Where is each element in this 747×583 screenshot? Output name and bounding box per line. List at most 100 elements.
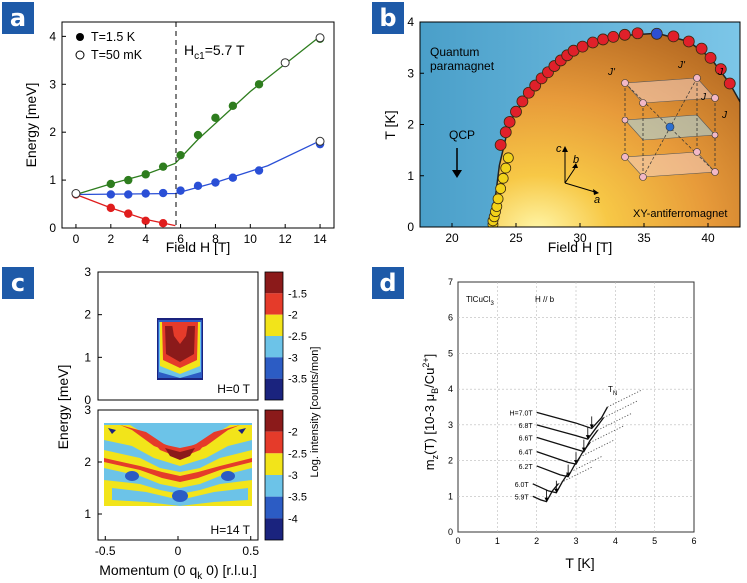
- curve-dotted: [579, 439, 615, 458]
- data-point: [228, 173, 238, 182]
- x-tick-label: 12: [278, 232, 292, 246]
- colorbar-tick-label: -2: [288, 427, 298, 439]
- curve-dotted: [567, 455, 603, 474]
- tn-label: TN: [608, 385, 617, 397]
- data-point: [500, 162, 512, 174]
- x-tick-label: 10: [244, 232, 258, 246]
- panel-a: a T=1.5 K T=50 mK Hc1=5.7 T 0 2 4 6 8 10 12 14 0…: [0, 0, 370, 262]
- y-tick-label: 1: [448, 491, 453, 501]
- legend-marker-filled: [76, 33, 84, 41]
- panel-label-d: d: [372, 267, 404, 299]
- panel-label-b: b: [372, 2, 404, 34]
- x-axis-label: T [K]: [565, 555, 594, 571]
- colorbar-swatch: [265, 475, 283, 497]
- y-tick-label: 2: [49, 125, 56, 139]
- data-point: [176, 150, 185, 160]
- colorbar-frame: [264, 271, 284, 401]
- y-tick-label: 0: [407, 220, 414, 234]
- y-tick-label-bottom: 1: [84, 507, 91, 521]
- curve-line: [536, 417, 605, 440]
- data-point: [228, 101, 238, 111]
- x-tick-label: 30: [573, 231, 587, 245]
- x-tick-label: 8: [212, 232, 219, 246]
- y-tick-label-top: 1: [84, 350, 91, 364]
- data-point: [176, 186, 185, 195]
- axis-c-label: c: [556, 143, 562, 155]
- y-axis-label: mz(T) [10-3 μB/Cu2+]: [421, 354, 440, 470]
- data-point: [106, 190, 116, 199]
- colorbar-tick-label: -3: [288, 352, 298, 364]
- header-right: H // b: [535, 295, 555, 304]
- curve-label: 6.6T: [519, 435, 534, 442]
- data-point: [315, 136, 325, 146]
- colorbar-swatch: [265, 378, 283, 400]
- y-tick-label: 5: [448, 348, 453, 358]
- y-tick-label: 0: [49, 221, 56, 235]
- legend-marker-open: [75, 50, 85, 60]
- data-point: [650, 27, 663, 40]
- colorbar-tick-label: -3.5: [288, 374, 307, 386]
- tn-arrow-head: [589, 424, 594, 429]
- panel-c: c H=0 T: [0, 262, 370, 583]
- lattice-label-jp1: J': [607, 67, 616, 78]
- data-point: [141, 170, 150, 179]
- curve-dotted: [603, 400, 639, 419]
- curve-label: H=7.0T: [510, 410, 534, 417]
- data-point: [141, 189, 150, 198]
- y-tick-label: 1: [49, 173, 56, 187]
- x-tick-label: 6: [691, 536, 696, 546]
- data-point: [211, 113, 220, 123]
- x-tick-label: 4: [142, 232, 149, 246]
- data-point: [158, 162, 168, 171]
- y-axis-label: T [K]: [382, 110, 398, 139]
- curve-line: [536, 406, 609, 430]
- lattice-illustration: [621, 74, 719, 181]
- y-tick-label: 2: [448, 456, 453, 466]
- x-tick-label: 2: [107, 232, 114, 246]
- x-tick-label: 5: [652, 536, 657, 546]
- lattice-label-j1: J: [717, 67, 724, 78]
- colorbar-tick-label: -3: [288, 470, 298, 482]
- curve-dotted: [607, 389, 643, 408]
- header-left: TlCuCl3: [466, 295, 494, 307]
- data-point: [618, 28, 631, 41]
- curve-line: [536, 456, 581, 478]
- x-tick-label: 4: [613, 536, 618, 546]
- data-point: [158, 219, 168, 228]
- x-axis-label: Field H [T]: [548, 239, 613, 255]
- data-point: [497, 172, 509, 184]
- curve-label: 6.8T: [519, 423, 534, 430]
- data-point: [682, 35, 695, 48]
- data-point: [723, 77, 736, 90]
- y-axis-label: Energy [meV]: [55, 365, 71, 450]
- x-axis-label: Field H [T]: [166, 239, 231, 255]
- tn-arrow-head: [554, 488, 559, 493]
- colorbar-frame: [264, 409, 284, 541]
- data-point: [516, 95, 529, 108]
- colorbar-tick-label: -3.5: [288, 492, 307, 504]
- curve-dotted: [589, 425, 625, 444]
- y-tick-label: 3: [49, 77, 56, 91]
- panel-d: d H=7.0T 6.8T 6.6T 6.4T 6.2T 6.0T 5.9T TlCuCl3…: [370, 262, 747, 583]
- data-point: [597, 33, 609, 46]
- y-tick-label: 3: [407, 66, 414, 80]
- data-point: [503, 116, 516, 128]
- tn-arrow-head: [544, 497, 549, 502]
- y-tick-label: 4: [407, 15, 414, 29]
- curve-line: [532, 472, 569, 494]
- qcp-label: QCP: [449, 128, 475, 142]
- x-tick-label: 0.5: [242, 544, 259, 558]
- y-tick-label: 7: [448, 277, 453, 287]
- curve-dotted: [558, 466, 594, 485]
- data-point: [494, 139, 507, 151]
- colorbar-tick-label: -2.5: [288, 448, 307, 460]
- chart-b: Quantum paramagnet QCP XY-antiferromagne…: [382, 15, 741, 255]
- x-tick-label: 14: [313, 232, 327, 246]
- x-tick-label: 20: [445, 231, 459, 245]
- quantum-label-2: paramagnet: [430, 59, 495, 73]
- colorbar-tick-label: -4: [288, 513, 298, 525]
- y-tick-label-top: 2: [84, 308, 91, 322]
- data-point: [141, 216, 150, 226]
- data-point: [315, 33, 325, 43]
- y-tick-label-top: 3: [84, 265, 91, 279]
